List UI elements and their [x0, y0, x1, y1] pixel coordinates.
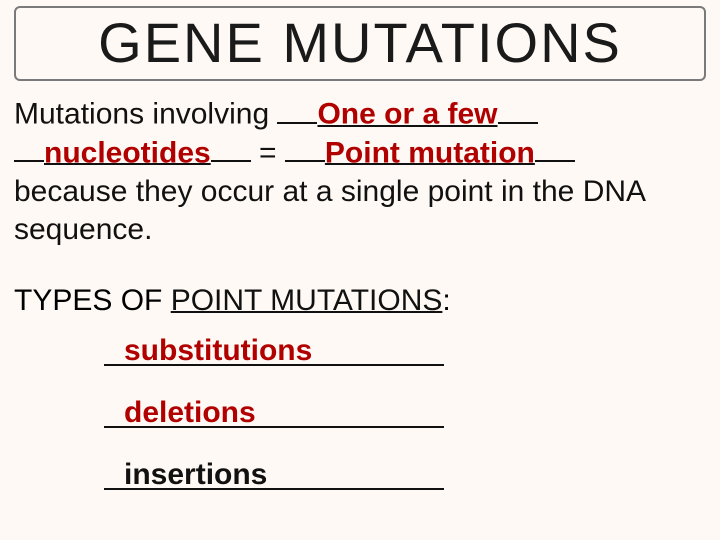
type-underline	[104, 488, 444, 490]
type-label: insertions	[124, 458, 267, 492]
blank-post-1	[498, 95, 538, 124]
equals-sign: =	[251, 136, 285, 169]
type-underline	[104, 364, 444, 366]
title-frame: GENE MUTATIONS	[14, 6, 706, 81]
type-item-2: deletions	[14, 390, 706, 430]
blank1-fill: One or a few	[317, 98, 497, 131]
types-heading-colon: :	[442, 284, 450, 317]
blank-pre-3	[285, 134, 325, 163]
blank3-fill: Point mutation	[325, 136, 535, 169]
para-lead: Mutations involving	[14, 98, 277, 131]
type-underline	[104, 426, 444, 428]
para-tail: because they occur at a single point in …	[14, 175, 644, 246]
blank-post-2	[211, 134, 251, 163]
blank-post-3	[535, 134, 575, 163]
types-heading-pre: TYPES OF	[14, 284, 171, 317]
definition-paragraph: Mutations involving One or a few nucleot…	[14, 95, 706, 250]
blank2-fill: nucleotides	[44, 136, 211, 169]
type-label: substitutions	[124, 334, 312, 368]
blank-pre-2	[14, 134, 44, 163]
types-heading-link: POINT MUTATIONS	[171, 284, 443, 317]
type-label: deletions	[124, 396, 256, 430]
type-item-3: insertions	[14, 452, 706, 492]
type-item-1: substitutions	[14, 328, 706, 368]
page-title: GENE MUTATIONS	[34, 10, 686, 75]
blank-pre-1	[277, 95, 317, 124]
types-heading: TYPES OF POINT MUTATIONS:	[14, 284, 706, 318]
